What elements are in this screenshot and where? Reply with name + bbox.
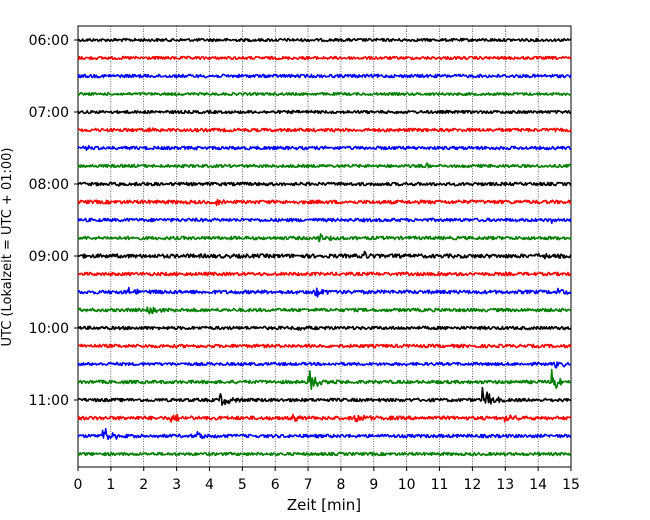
x-tick-label: 4	[205, 477, 214, 493]
x-tick-label: 3	[172, 477, 181, 493]
trace-0715	[77, 127, 572, 133]
y-tick-label: 09:00	[29, 249, 69, 265]
y-axis-label: UTC (Lokalzeit = UTC + 01:00)	[0, 148, 15, 347]
trace-0730	[77, 144, 572, 152]
y-tick-label: 06:00	[29, 33, 69, 49]
y-tick-label: 11:00	[29, 393, 69, 409]
trace-1015	[77, 343, 572, 349]
x-tick-label: 1	[106, 477, 115, 493]
trace-1000	[77, 325, 572, 331]
x-tick-label: 11	[431, 477, 449, 493]
trace-0915	[77, 271, 572, 277]
x-tick-label: 14	[529, 477, 547, 493]
y-tick-label: 10:00	[29, 321, 69, 337]
trace-1145	[77, 451, 572, 457]
trace-1130	[77, 427, 572, 441]
x-tick-label: 8	[336, 477, 345, 493]
trace-1030	[77, 361, 572, 369]
trace-0800	[77, 181, 572, 187]
trace-0630	[77, 73, 572, 79]
x-axis-ticks: 0 1 2 3 4 5 6 7 8 9 10 11 12 13 14 15	[74, 467, 580, 493]
trace-0600	[77, 37, 572, 43]
trace-0845	[77, 233, 572, 243]
x-tick-label: 13	[496, 477, 514, 493]
vertical-grid	[110, 26, 539, 467]
trace-0700	[77, 109, 572, 115]
y-tick-label: 07:00	[29, 105, 69, 121]
y-axis-ticks: 06:00 07:00 08:00 09:00 10:00 11:00	[29, 33, 78, 409]
y-tick-label: 08:00	[29, 177, 69, 193]
x-tick-label: 6	[271, 477, 280, 493]
x-tick-label: 7	[304, 477, 313, 493]
x-tick-label: 5	[238, 477, 247, 493]
seismic-traces	[77, 37, 572, 457]
trace-0930	[77, 286, 572, 298]
x-axis-label: Zeit [min]	[287, 496, 361, 514]
trace-0945	[77, 306, 572, 315]
x-tick-label: 0	[74, 477, 83, 493]
x-tick-label: 10	[398, 477, 416, 493]
trace-0815	[77, 198, 572, 207]
trace-1115	[77, 413, 572, 423]
trace-0900	[77, 250, 572, 260]
plot-frame	[77, 25, 572, 468]
x-tick-label: 15	[562, 477, 580, 493]
trace-1100	[77, 386, 572, 406]
trace-0745	[77, 162, 572, 169]
x-tick-label: 2	[139, 477, 148, 493]
trace-0830	[77, 217, 572, 225]
trace-1045	[77, 368, 572, 391]
x-tick-label: 12	[463, 477, 481, 493]
trace-0645	[77, 91, 572, 97]
trace-0615	[77, 55, 572, 61]
x-tick-label: 9	[369, 477, 378, 493]
